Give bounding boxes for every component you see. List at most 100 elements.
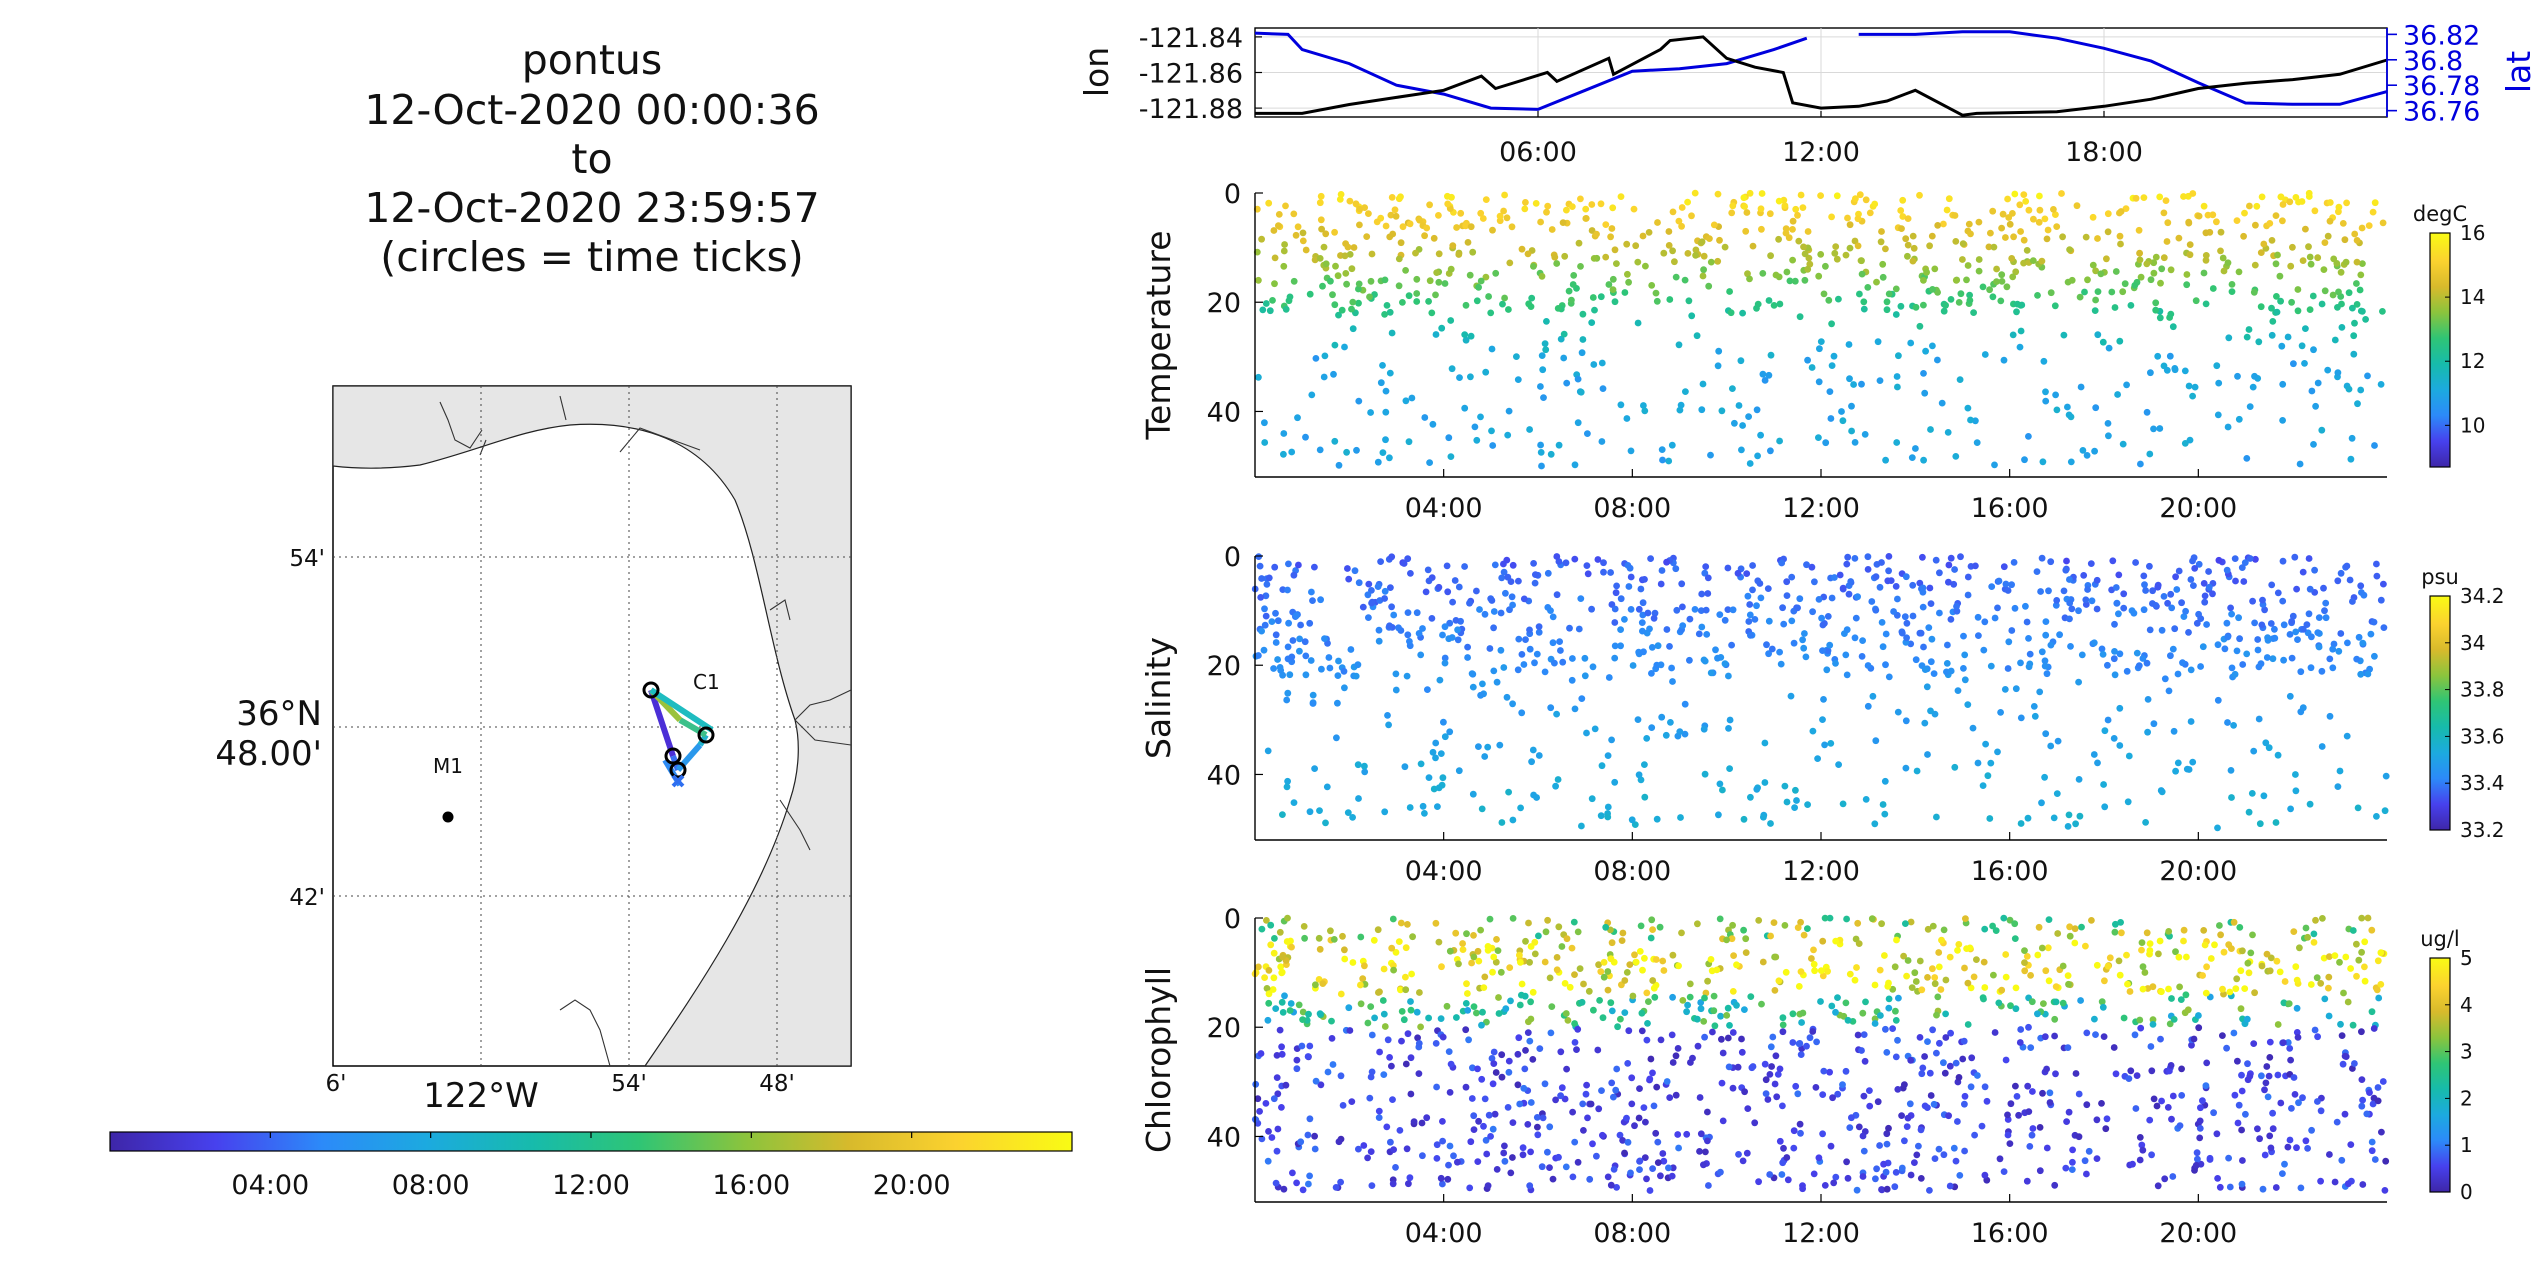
- temperature-point: [1492, 269, 1500, 277]
- chlorophyll-point: [2241, 985, 2249, 992]
- temperature-point: [1893, 439, 1901, 446]
- chlorophyll-point: [1729, 921, 1736, 929]
- chlorophyll-point: [1934, 993, 1942, 1001]
- salinity-point: [2187, 576, 2195, 583]
- temperature-point: [1878, 228, 1885, 235]
- salinity-point: [2294, 636, 2301, 643]
- temperature-point: [2350, 332, 2358, 340]
- temperature-point: [2036, 206, 2044, 214]
- temperature-point: [1621, 289, 1629, 296]
- chlorophyll-point: [2029, 1125, 2037, 1132]
- salinity-point: [1535, 628, 1543, 636]
- chlorophyll-point: [2353, 940, 2360, 948]
- temperature-point: [2202, 229, 2210, 237]
- chlorophyll-point: [2012, 1082, 2019, 1090]
- salinity-point: [1794, 604, 1801, 612]
- temperature-point: [1475, 283, 1482, 291]
- temperature-point: [1335, 311, 1342, 319]
- temperature-point: [2160, 209, 2168, 217]
- temperature-point: [2108, 288, 2116, 296]
- chlorophyll-point: [2012, 984, 2020, 992]
- chlorophyll-point: [1980, 958, 1988, 966]
- salinity-point: [1842, 651, 1850, 659]
- temperature-point: [1714, 257, 1722, 265]
- salinity-point: [1268, 618, 1276, 625]
- salinity-point: [1663, 558, 1670, 566]
- chlorophyll-point: [1534, 1131, 1542, 1139]
- chlorophyll-point: [1261, 974, 1268, 981]
- salinity-point: [1309, 691, 1317, 699]
- temperature-point: [1489, 226, 1496, 234]
- salinity-point: [1779, 604, 1786, 612]
- chlorophyll-point: [1843, 915, 1850, 923]
- chlorophyll-point: [2263, 1063, 2271, 1070]
- salinity-point: [1864, 662, 1872, 669]
- chlorophyll-point: [1445, 1048, 1453, 1055]
- temperature-point: [1280, 262, 1288, 270]
- chlorophyll-point: [1492, 1069, 1500, 1076]
- temperature-point: [1989, 207, 1997, 215]
- chlorophyll-point: [1516, 951, 1523, 959]
- salinity-point: [2045, 587, 2052, 595]
- chlorophyll-point: [2103, 1115, 2111, 1123]
- temperature-point: [2030, 215, 2037, 223]
- temperature-point: [1726, 288, 1733, 295]
- chlorophyll-point: [1730, 952, 1737, 959]
- chlorophyll-point: [2320, 954, 2328, 962]
- chlorophyll-point: [1527, 1099, 1535, 1106]
- temperature-y-tick-label: 20: [1207, 288, 1241, 319]
- chlorophyll-point: [1824, 967, 1831, 975]
- temperature-point: [1640, 402, 1647, 409]
- salinity-point: [1500, 664, 1508, 671]
- chlorophyll-point: [1563, 1065, 1570, 1073]
- chlorophyll-point: [1481, 973, 1489, 981]
- temperature-point: [2353, 301, 2361, 308]
- chlorophyll-point: [1679, 997, 1687, 1004]
- chlorophyll-point: [1397, 986, 1404, 994]
- chlorophyll-point: [1915, 1142, 1922, 1150]
- temperature-point: [2215, 379, 2223, 387]
- chlorophyll-point: [2111, 928, 2119, 936]
- temperature-point: [1332, 262, 1339, 270]
- salinity-point: [2227, 767, 2235, 774]
- salinity-point: [1454, 626, 1461, 634]
- chlorophyll-point: [2072, 1070, 2080, 1077]
- temperature-point: [1355, 299, 1362, 307]
- salinity-point: [1700, 656, 1708, 664]
- temperature-point: [2041, 215, 2049, 223]
- chlorophyll-point: [1437, 1015, 1445, 1022]
- chlorophyll-point: [2127, 1067, 2135, 1075]
- temperature-point: [1356, 221, 1363, 229]
- chlorophyll-point: [2310, 939, 2318, 946]
- chlorophyll-point: [1493, 1166, 1501, 1173]
- chlorophyll-point: [2158, 988, 2165, 996]
- temperature-point: [2064, 403, 2071, 411]
- salinity-point: [1749, 586, 1756, 594]
- temperature-point: [1623, 415, 1631, 422]
- salinity-point: [1591, 725, 1599, 733]
- salinity-point: [2315, 643, 2323, 651]
- temperature-point: [1350, 244, 1358, 251]
- salinity-point: [2308, 633, 2315, 641]
- chlorophyll-point: [1475, 957, 1483, 965]
- salinity-point: [1476, 606, 1483, 613]
- salinity-point: [2318, 667, 2326, 675]
- salinity-point: [1417, 651, 1425, 659]
- temperature-point: [1897, 207, 1905, 214]
- temperature-point: [1386, 369, 1394, 377]
- temperature-point: [1669, 247, 1676, 255]
- chlorophyll-point: [1617, 1015, 1624, 1023]
- salinity-point: [1365, 580, 1373, 588]
- salinity-point: [1809, 727, 1817, 735]
- salinity-point: [2201, 592, 2209, 600]
- temperature-point: [1496, 212, 1504, 220]
- chlorophyll-point: [2284, 1143, 2292, 1151]
- chlorophyll-point: [1299, 1016, 1306, 1023]
- salinity-point: [1828, 594, 1836, 602]
- salinity-point: [1666, 643, 1673, 650]
- salinity-point: [2149, 600, 2156, 607]
- salinity-point: [1936, 609, 1943, 617]
- temperature-point: [1352, 200, 1360, 208]
- chlorophyll-point: [1349, 959, 1357, 966]
- salinity-point: [1403, 672, 1411, 680]
